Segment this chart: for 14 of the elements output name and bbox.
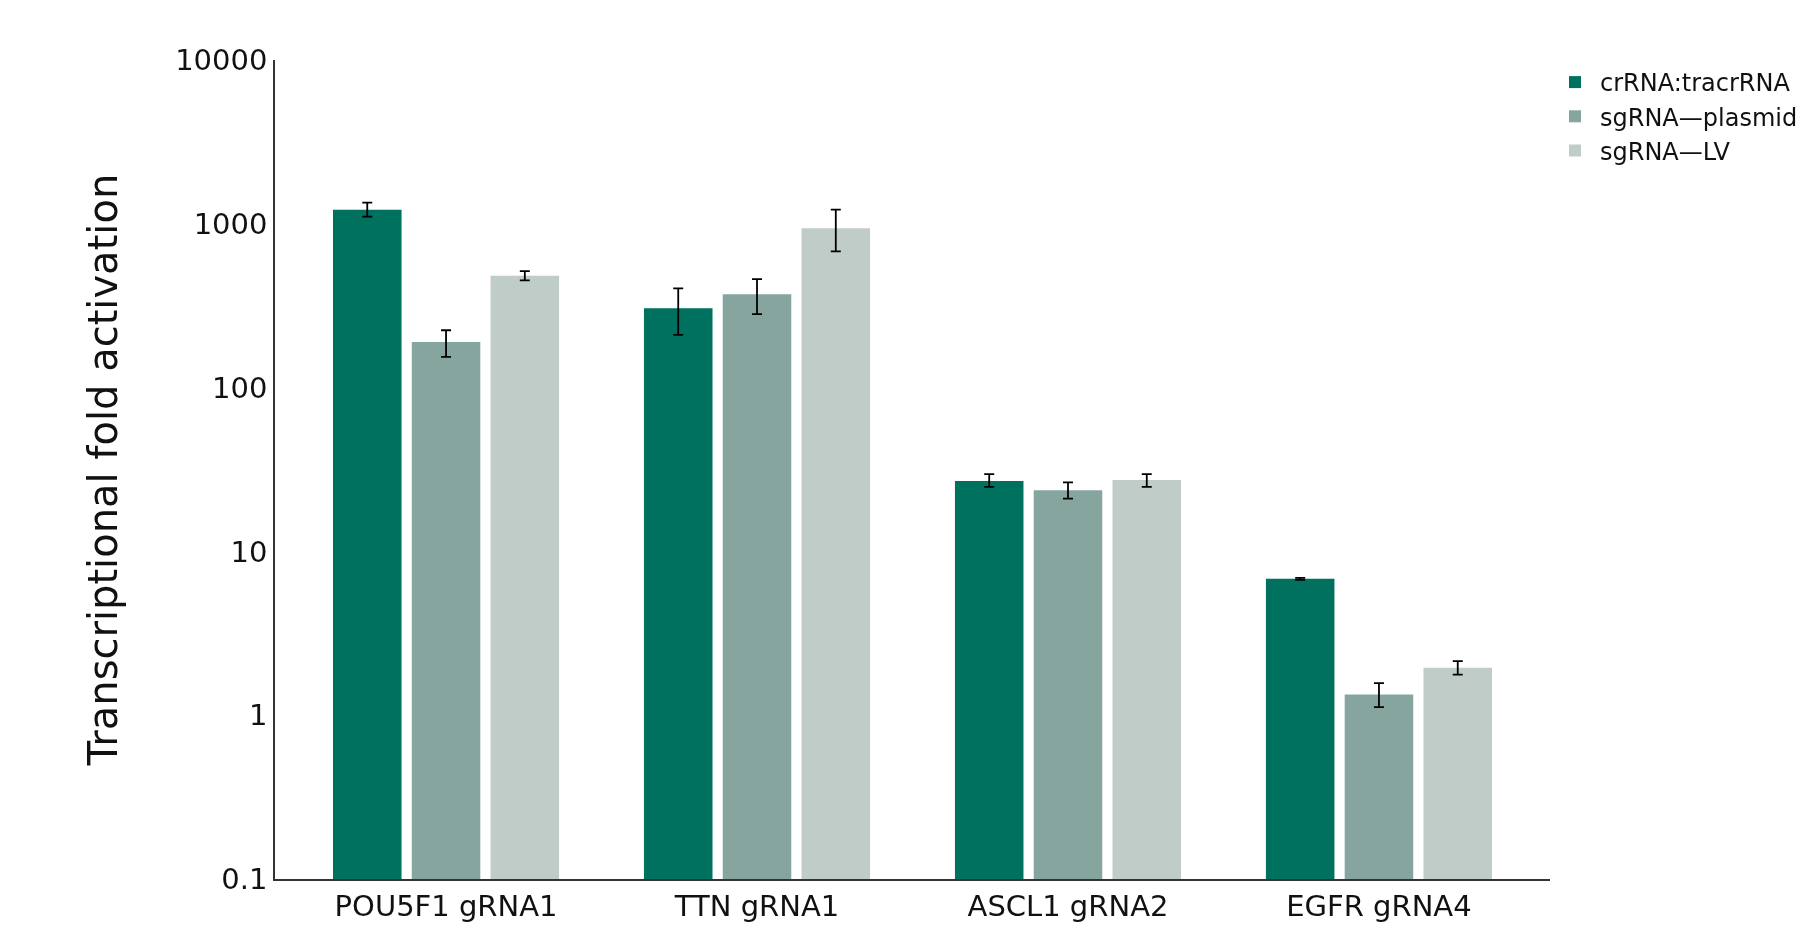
x-tick-label: POU5F1 gRNA1 <box>334 888 558 923</box>
legend-label: crRNA:tracrRNA <box>1600 69 1791 98</box>
x-tick-label: EGFR gRNA4 <box>1286 888 1472 923</box>
y-tick-label: 1000 <box>193 206 268 241</box>
y-tick-label: 0.1 <box>221 862 268 897</box>
x-tick-label: ASCL1 gRNA2 <box>967 888 1169 923</box>
y-tick-label: 10000 <box>175 43 268 78</box>
y-tick-label: 10 <box>230 534 268 569</box>
y-tick-label: 100 <box>212 370 268 405</box>
legend-label: sgRNA—LV <box>1600 137 1731 166</box>
y-axis-title: Transcriptional fold activation <box>80 173 127 767</box>
x-tick-label: TTN gRNA1 <box>673 888 840 923</box>
legend-label: sgRNA—plasmid <box>1600 103 1798 132</box>
y-tick-label: 1 <box>249 698 268 733</box>
